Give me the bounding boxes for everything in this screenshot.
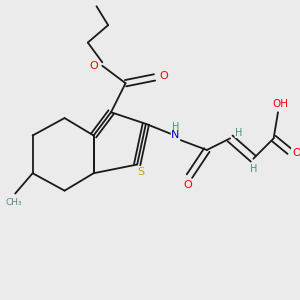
Text: H: H [235,128,242,138]
Text: O: O [159,71,168,81]
Text: H: H [172,122,179,132]
Text: O: O [184,180,192,190]
Text: O: O [292,148,300,158]
Text: S: S [137,167,144,177]
Text: N: N [171,130,180,140]
Text: O: O [90,61,99,71]
Text: OH: OH [272,98,288,109]
Text: CH₃: CH₃ [5,198,22,207]
Text: H: H [250,164,257,174]
